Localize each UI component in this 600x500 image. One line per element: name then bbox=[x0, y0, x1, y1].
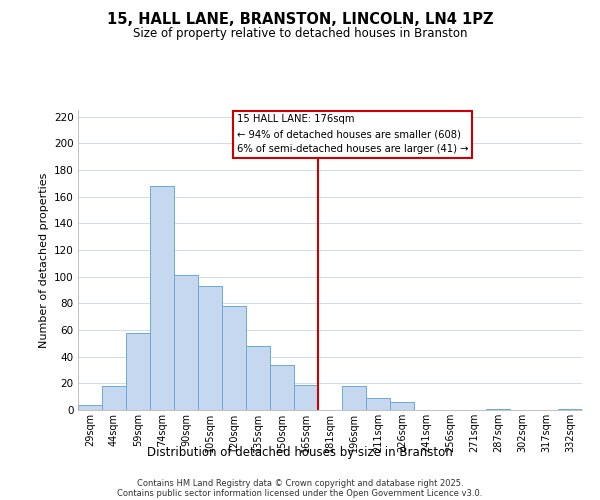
Text: 15, HALL LANE, BRANSTON, LINCOLN, LN4 1PZ: 15, HALL LANE, BRANSTON, LINCOLN, LN4 1P… bbox=[107, 12, 493, 28]
Bar bbox=[126, 332, 150, 410]
Bar bbox=[102, 386, 126, 410]
Bar bbox=[150, 186, 174, 410]
Bar bbox=[246, 346, 270, 410]
Bar bbox=[342, 386, 366, 410]
Bar bbox=[294, 384, 318, 410]
Bar bbox=[198, 286, 222, 410]
Bar bbox=[222, 306, 246, 410]
Bar bbox=[270, 364, 294, 410]
Text: Size of property relative to detached houses in Branston: Size of property relative to detached ho… bbox=[133, 28, 467, 40]
Bar bbox=[366, 398, 390, 410]
Text: Contains public sector information licensed under the Open Government Licence v3: Contains public sector information licen… bbox=[118, 488, 482, 498]
Text: Distribution of detached houses by size in Branston: Distribution of detached houses by size … bbox=[147, 446, 453, 459]
Bar bbox=[78, 404, 102, 410]
Text: 15 HALL LANE: 176sqm
← 94% of detached houses are smaller (608)
6% of semi-detac: 15 HALL LANE: 176sqm ← 94% of detached h… bbox=[237, 114, 468, 154]
Text: Contains HM Land Registry data © Crown copyright and database right 2025.: Contains HM Land Registry data © Crown c… bbox=[137, 478, 463, 488]
Bar bbox=[390, 402, 414, 410]
Bar bbox=[174, 276, 198, 410]
Bar bbox=[558, 408, 582, 410]
Bar bbox=[486, 408, 510, 410]
Y-axis label: Number of detached properties: Number of detached properties bbox=[38, 172, 49, 348]
